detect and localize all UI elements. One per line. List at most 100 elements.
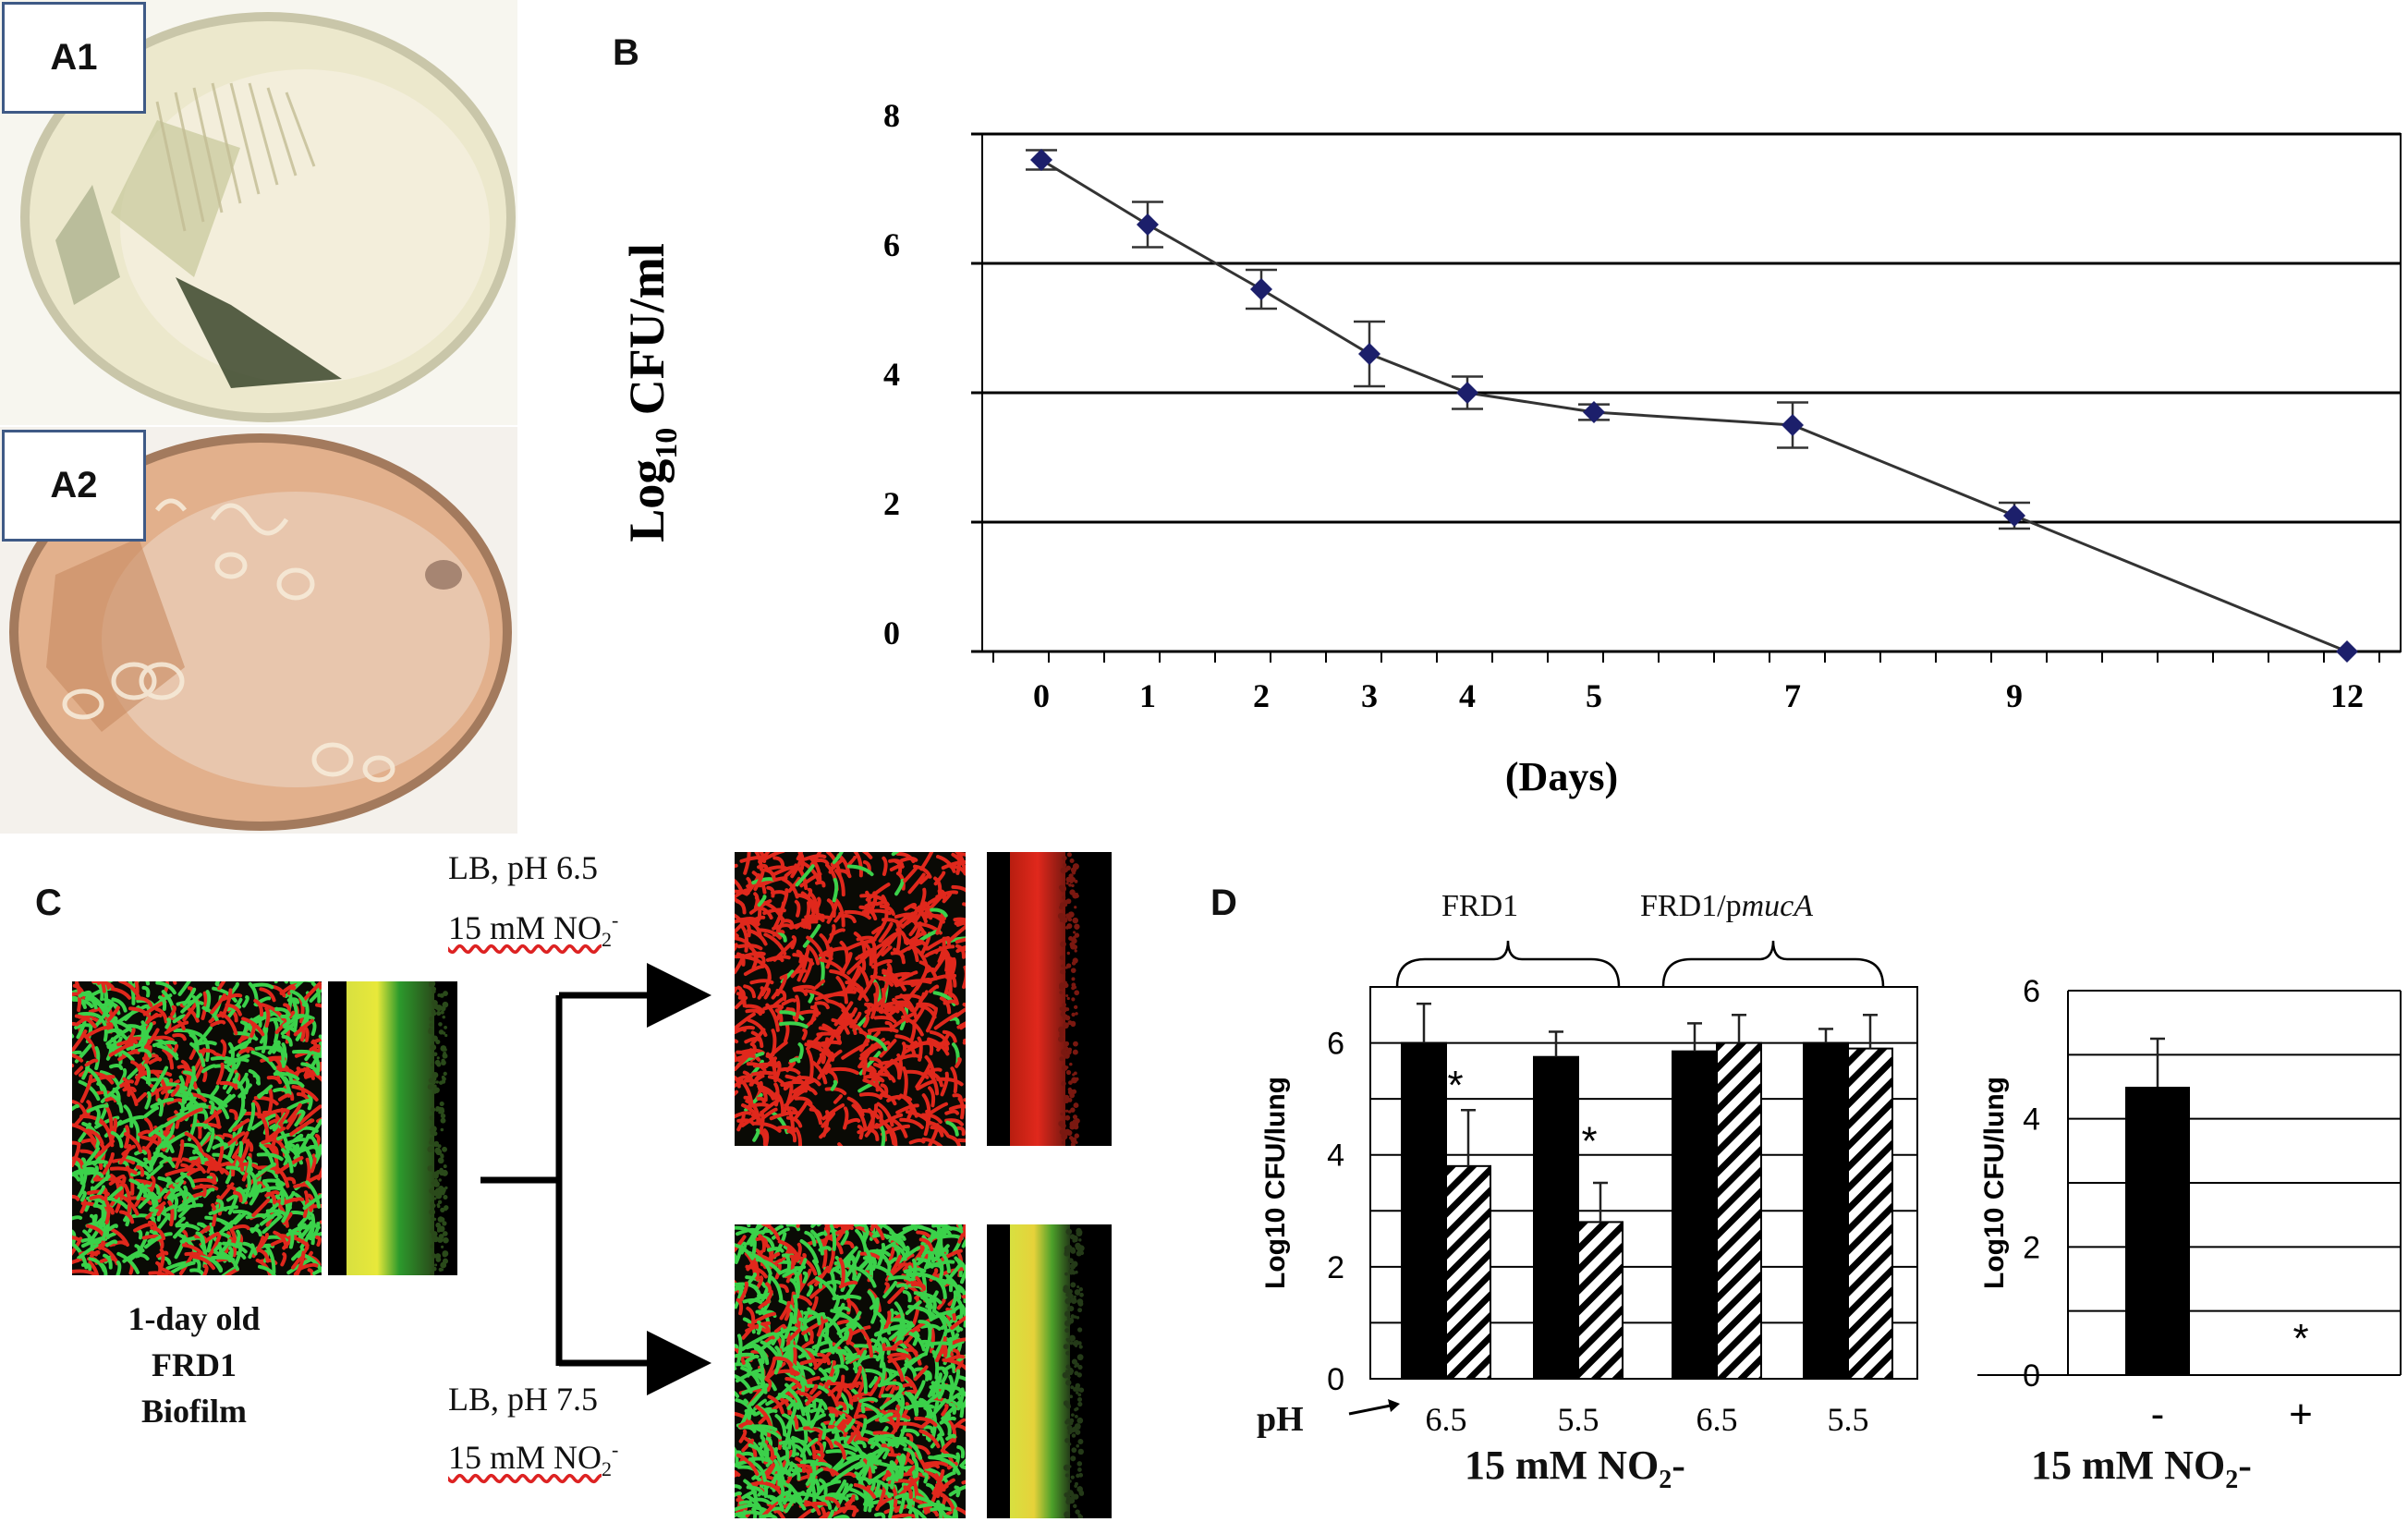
biofilm-caption-line1: 1-day old bbox=[128, 1300, 261, 1337]
panel-label-a2: A2 bbox=[2, 430, 146, 542]
ph-label: pH bbox=[1257, 1400, 1304, 1439]
sideview-fringe bbox=[1072, 1049, 1078, 1055]
sideview-fringe bbox=[1065, 1350, 1071, 1356]
sideview-fringe bbox=[1068, 1465, 1072, 1468]
chart-d-left-ytick-label: 0 bbox=[1327, 1362, 1344, 1397]
sideview-fringe bbox=[1061, 964, 1064, 968]
sideview-fringe bbox=[1077, 1341, 1082, 1345]
chart-b-ylabel-sub: 10 bbox=[650, 428, 684, 459]
sideview-fringe bbox=[1075, 1012, 1078, 1016]
sideview-fringe bbox=[1068, 1136, 1074, 1140]
sideview-fringe bbox=[1066, 852, 1072, 858]
sideview-fringe bbox=[1067, 1110, 1072, 1114]
sideview-fringe bbox=[428, 1028, 434, 1035]
sideview-fringe bbox=[1062, 895, 1066, 900]
sideview-fringe bbox=[1071, 1012, 1076, 1017]
sideview-fringe bbox=[439, 1101, 444, 1107]
sideview-fringe bbox=[1067, 1376, 1071, 1380]
sideview-fringe bbox=[1070, 968, 1076, 973]
sideview-fringe bbox=[1064, 1328, 1070, 1333]
chart-d-right-significance-star: * bbox=[2292, 1316, 2308, 1361]
sideview-fringe bbox=[1072, 917, 1078, 924]
chart-b-point bbox=[1137, 213, 1159, 236]
sideview-fringe bbox=[430, 1106, 436, 1113]
condition-bottom-line1: LB, pH 7.5 bbox=[448, 1381, 598, 1418]
sideview-fringe bbox=[1065, 994, 1069, 998]
sideview-fringe bbox=[442, 1146, 447, 1152]
sideview-fringe bbox=[1068, 1420, 1074, 1426]
chart-d-left-significance-star: * bbox=[1581, 1119, 1597, 1164]
d-left-xlabel: 15 mM NO2- bbox=[1465, 1445, 1685, 1500]
sideview-fringe bbox=[1070, 1248, 1076, 1254]
sideview-fringe bbox=[435, 1080, 439, 1084]
condition-top-line1: LB, pH 6.5 bbox=[448, 849, 598, 886]
sideview-fringe bbox=[1065, 1065, 1069, 1069]
sideview-fringe bbox=[1077, 1439, 1084, 1445]
sideview-fringe bbox=[1068, 1268, 1075, 1275]
chart-d-left-frame bbox=[1369, 986, 1918, 1380]
ph-arrow-line bbox=[1348, 1403, 1396, 1416]
sideview-fringe bbox=[440, 1010, 444, 1015]
sideview-fringe bbox=[1076, 1298, 1084, 1305]
sideview-fringe bbox=[1063, 980, 1067, 985]
sideview-fringe bbox=[1067, 1405, 1072, 1409]
panel-label-d: D bbox=[1210, 883, 1237, 923]
chart-d-right-ytick-label: 0 bbox=[2023, 1358, 2040, 1394]
panel-label-a1: A1 bbox=[2, 2, 146, 114]
sideview-fringe bbox=[1057, 1036, 1064, 1042]
sideview-fringe bbox=[1070, 1021, 1076, 1028]
chart-b-ytick-label: 2 bbox=[883, 485, 900, 522]
chart-d-left-xtick-label: 6.5 bbox=[1426, 1401, 1467, 1438]
sideview-fringe bbox=[1063, 1344, 1069, 1350]
sideview-fringe bbox=[430, 1229, 434, 1235]
sideview-fringe bbox=[1076, 1467, 1082, 1472]
sideview-fringe bbox=[1073, 1315, 1077, 1319]
sideview-fringe bbox=[1074, 990, 1080, 996]
sideview-fringe bbox=[438, 1022, 443, 1027]
chart-d-left-xtick-label: 6.5 bbox=[1697, 1401, 1738, 1438]
chart-d-left-ytick-label: 2 bbox=[1327, 1250, 1344, 1285]
chart-b-xtick-label: 7 bbox=[1784, 677, 1801, 714]
sideview-fringe bbox=[1061, 916, 1065, 920]
condition-top-sub: 2 bbox=[602, 928, 613, 952]
sideview-fringe bbox=[1058, 1027, 1064, 1033]
sideview-fringe bbox=[1070, 1455, 1076, 1462]
sideview-fringe bbox=[432, 986, 437, 992]
sideview-fringe bbox=[1067, 917, 1073, 922]
sideview-fringe bbox=[1065, 865, 1071, 871]
sideview-fringe bbox=[1075, 1481, 1078, 1486]
sideview-fringe bbox=[442, 1250, 449, 1258]
sideview-fringe bbox=[1073, 985, 1077, 990]
sideview-fringe bbox=[440, 1127, 444, 1132]
sideview-fringe bbox=[438, 1029, 444, 1035]
sideview-fringe bbox=[440, 1117, 446, 1124]
sideview-fringe bbox=[1058, 984, 1064, 991]
sideview-fringe bbox=[1065, 1069, 1072, 1076]
sideview-fringe bbox=[1064, 1248, 1071, 1255]
sideview-fringe bbox=[442, 1221, 447, 1226]
sideview-fringe bbox=[435, 1222, 442, 1228]
sideview-fringe bbox=[437, 1106, 443, 1112]
sideview-fringe bbox=[435, 1149, 443, 1156]
sideview-fringe bbox=[1074, 1414, 1078, 1419]
sideview-fringe bbox=[1069, 1234, 1076, 1240]
sideview-fringe bbox=[1063, 1464, 1070, 1471]
sideview-fringe bbox=[1058, 1120, 1064, 1127]
sideview-fringe bbox=[437, 1157, 444, 1164]
sideview-fringe bbox=[1063, 863, 1067, 868]
chart-d-left-xtick-label: 5.5 bbox=[1558, 1401, 1599, 1438]
chart-d-left-bar-solid bbox=[1672, 1050, 1718, 1380]
sideview-fringe bbox=[441, 1060, 446, 1065]
sideview-fringe bbox=[427, 1146, 434, 1153]
chart-d-left-ylabel: Log10 CFU/lung bbox=[1260, 1077, 1291, 1289]
chart-b-point bbox=[1583, 401, 1605, 423]
sideview-fringe bbox=[436, 1236, 444, 1243]
chart-b-point bbox=[1782, 414, 1804, 436]
chart-b-point bbox=[2003, 505, 2025, 527]
sideview-fringe bbox=[443, 1071, 447, 1077]
sideview-fringe bbox=[1064, 1272, 1068, 1276]
sideview-fringe bbox=[1071, 883, 1075, 888]
sideview-fringe bbox=[1077, 1393, 1082, 1397]
